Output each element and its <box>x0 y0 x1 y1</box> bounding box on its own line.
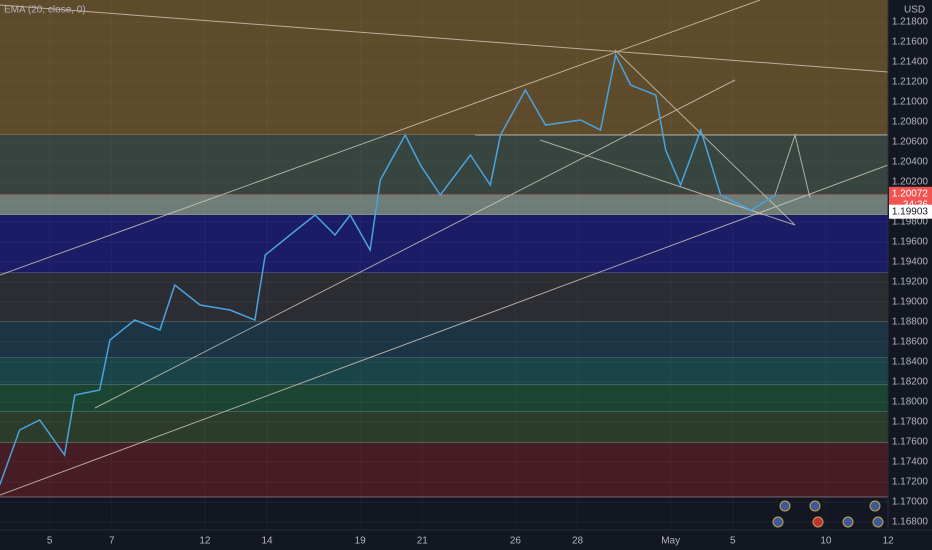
event-icons <box>772 500 884 528</box>
last-price-label: 1.20072 <box>892 188 929 199</box>
x-tick-label: May <box>661 536 680 547</box>
y-tick-label: 1.17600 <box>892 437 929 448</box>
y-tick-label: 1.17000 <box>892 497 929 508</box>
trend-line <box>0 0 761 276</box>
zone <box>0 135 888 195</box>
y-tick-label: 1.16800 <box>892 517 929 528</box>
y-tick-label: 1.18400 <box>892 357 929 368</box>
x-tick-label: 7 <box>109 536 115 547</box>
y-tick-label: 1.17400 <box>892 457 929 468</box>
y-tick-label: 1.21000 <box>892 97 929 108</box>
x-tick-label: 12 <box>199 536 211 547</box>
marked-price-label: 1.19903 <box>892 206 929 217</box>
x-tick-label: 5 <box>47 536 53 547</box>
y-tick-label: 1.17200 <box>892 477 929 488</box>
projection <box>774 133 811 199</box>
y-tick-label: 1.19600 <box>892 237 929 248</box>
x-tick-label: 28 <box>572 536 584 547</box>
y-tick-label: 1.20600 <box>892 137 929 148</box>
y-tick-label: 1.21400 <box>892 57 929 68</box>
x-tick-label: 5 <box>730 536 736 547</box>
y-tick-label: 1.20800 <box>892 117 929 128</box>
y-tick-label: 1.21800 <box>892 17 929 28</box>
currency-label: USD <box>904 5 925 16</box>
zone <box>0 0 888 135</box>
y-tick-label: 1.20400 <box>892 157 929 168</box>
x-tick-label: 10 <box>820 536 832 547</box>
x-tick-label: 21 <box>417 536 429 547</box>
y-tick-label: 1.19000 <box>892 297 929 308</box>
wedge-line <box>539 139 796 226</box>
indicator-label: EMA (20, close, 0) <box>4 5 86 16</box>
y-tick-label: 1.18800 <box>892 317 929 328</box>
x-tick-label: 14 <box>261 536 273 547</box>
zone <box>0 215 888 273</box>
zone <box>0 412 888 443</box>
y-tick-label: 1.21600 <box>892 37 929 48</box>
y-tick-label: 1.19800 <box>892 217 929 228</box>
price-axis <box>888 0 932 550</box>
y-tick-label: 1.21200 <box>892 77 929 88</box>
wedge-line <box>614 49 796 226</box>
zone <box>0 273 888 322</box>
y-tick-label: 1.20200 <box>892 177 929 188</box>
zone <box>0 385 888 412</box>
zone <box>0 322 888 358</box>
price-line <box>0 52 777 486</box>
zone <box>0 195 888 215</box>
x-tick-label: 19 <box>355 536 367 547</box>
y-tick-label: 1.19400 <box>892 257 929 268</box>
y-tick-label: 1.18200 <box>892 377 929 388</box>
x-tick-label: 12 <box>882 536 894 547</box>
y-tick-label: 1.18000 <box>892 397 929 408</box>
trend-line <box>0 164 889 496</box>
trend-line <box>0 4 889 73</box>
zone <box>0 443 888 497</box>
y-tick-label: 1.19200 <box>892 277 929 288</box>
marked-price-tag <box>889 204 932 219</box>
y-tick-label: 1.18600 <box>892 337 929 348</box>
x-tick-label: 26 <box>510 536 522 547</box>
y-tick-label: 1.17800 <box>892 417 929 428</box>
